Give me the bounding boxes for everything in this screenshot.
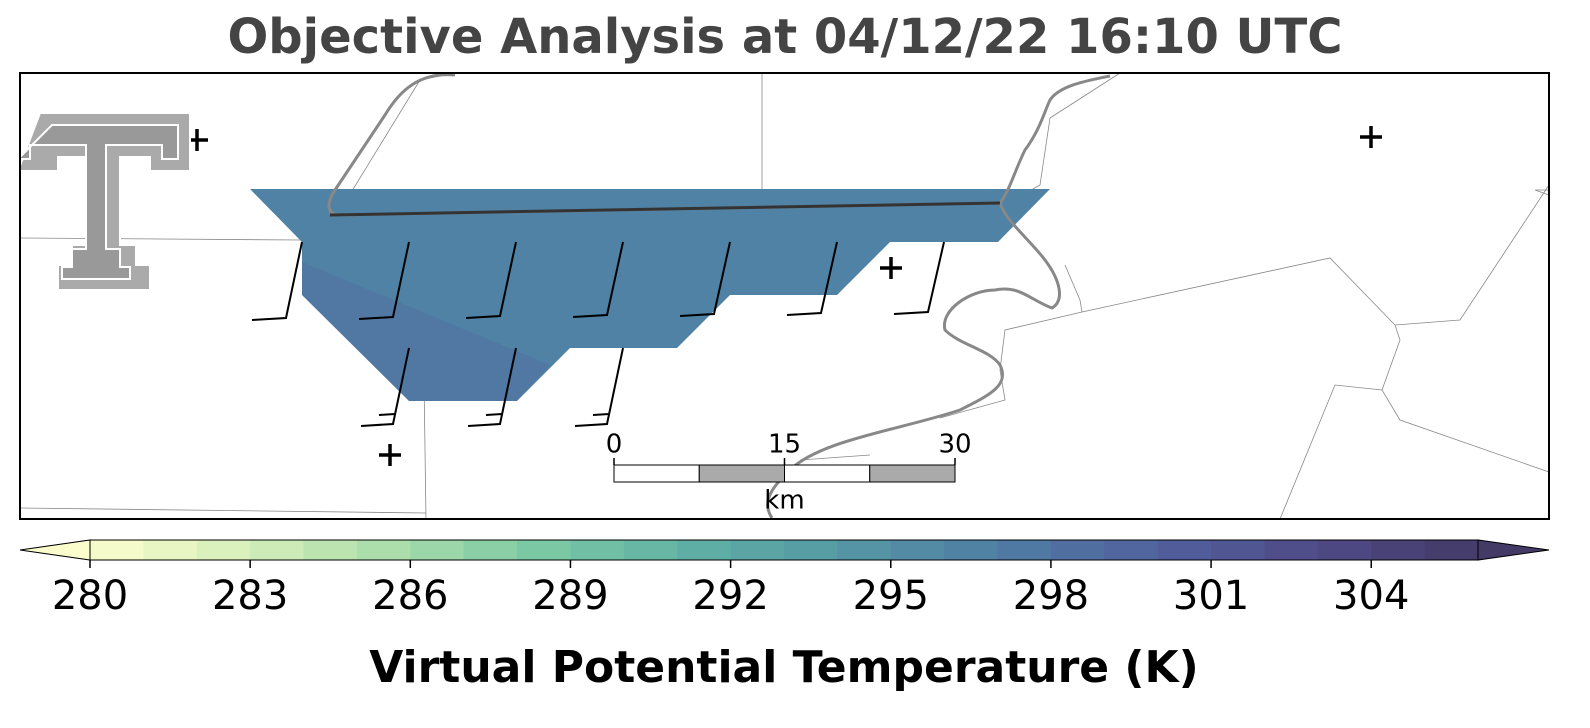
colorbar-segment <box>1211 540 1265 560</box>
map-frame <box>19 72 1550 520</box>
analysis-field-shade <box>302 262 550 401</box>
coastline <box>327 73 1111 519</box>
colorbar-segment <box>1264 540 1319 560</box>
wind-barb <box>786 241 838 316</box>
colorbar-tick-label: 298 <box>1013 573 1089 619</box>
logo <box>15 112 191 291</box>
colorbar-tick-label: 289 <box>532 573 608 619</box>
scale-segment <box>784 464 871 483</box>
scale-unit: km <box>764 486 804 516</box>
colorbar-segment <box>944 540 999 560</box>
colorbar-segment <box>1104 540 1159 560</box>
colorbar-segment <box>303 540 358 560</box>
scale-tick-label: 15 <box>768 430 801 460</box>
scale-bar: 0 15 30 km <box>606 430 972 516</box>
colorbar-segment <box>730 540 785 560</box>
colorbar-segment <box>517 540 571 560</box>
colorbar-segment <box>196 540 251 560</box>
colorbar-segment <box>890 540 945 560</box>
colorbar-segment <box>356 540 411 560</box>
wind-barb <box>572 241 624 318</box>
wind-barb <box>574 347 624 427</box>
colorbar-label: Virtual Potential Temperature (K) <box>369 642 1199 693</box>
wind-barb <box>251 241 303 321</box>
colorbar-tick-label: 280 <box>52 573 128 619</box>
title: Objective Analysis at 04/12/22 16:10 UTC <box>228 9 1343 65</box>
colorbar-segment <box>143 540 198 560</box>
wind-barb <box>360 347 410 427</box>
colorbar-tick-label: 304 <box>1333 573 1409 619</box>
colorbar-segment <box>1050 540 1105 560</box>
scale-tick-label: 30 <box>938 430 971 460</box>
scale-segment <box>869 464 956 483</box>
wind-barb <box>893 241 945 315</box>
colorbar-segment <box>837 540 892 560</box>
colorbar-segment <box>90 540 144 560</box>
colorbar-segment <box>1157 540 1212 560</box>
colorbar-tick-label: 295 <box>853 573 929 619</box>
colorbar-outline <box>89 539 1479 561</box>
colorbar-tick-label: 286 <box>372 573 448 619</box>
colorbar-segment <box>623 540 678 560</box>
wind-barbs <box>251 241 945 427</box>
colorbar-segment <box>463 540 518 560</box>
colorbar-tick-label: 292 <box>692 573 768 619</box>
colorbar-segment <box>250 540 305 560</box>
scale-segment <box>613 464 700 483</box>
colorbar-segment <box>1424 540 1479 560</box>
wind-barb <box>358 241 410 320</box>
colorbar-segment <box>570 540 625 560</box>
colorbar-tick-label: 283 <box>212 573 288 619</box>
scale-tick-label: 0 <box>606 430 623 460</box>
map-background <box>20 73 1549 519</box>
wind-barb <box>467 347 517 427</box>
colorbar-extend-high <box>1477 539 1550 561</box>
map: 0 15 30 km <box>15 72 1550 520</box>
colorbar-segment <box>997 540 1052 560</box>
colorbar-segment <box>1317 540 1372 560</box>
colorbar-segment <box>784 540 838 560</box>
colorbar-extend-low <box>19 539 91 561</box>
colorbar-tick-label: 301 <box>1173 573 1249 619</box>
wind-barb <box>679 241 731 317</box>
analysis-field <box>250 189 1050 401</box>
colorbar-segment <box>1371 540 1426 560</box>
wind-barb <box>465 241 517 319</box>
colorbar-segment <box>677 540 732 560</box>
scale-segment <box>698 464 785 483</box>
colorbar: 280 283 286 289 292 295 298 301 304 <box>19 539 1550 619</box>
colorbar-segment <box>410 540 465 560</box>
front-line <box>329 201 1001 217</box>
